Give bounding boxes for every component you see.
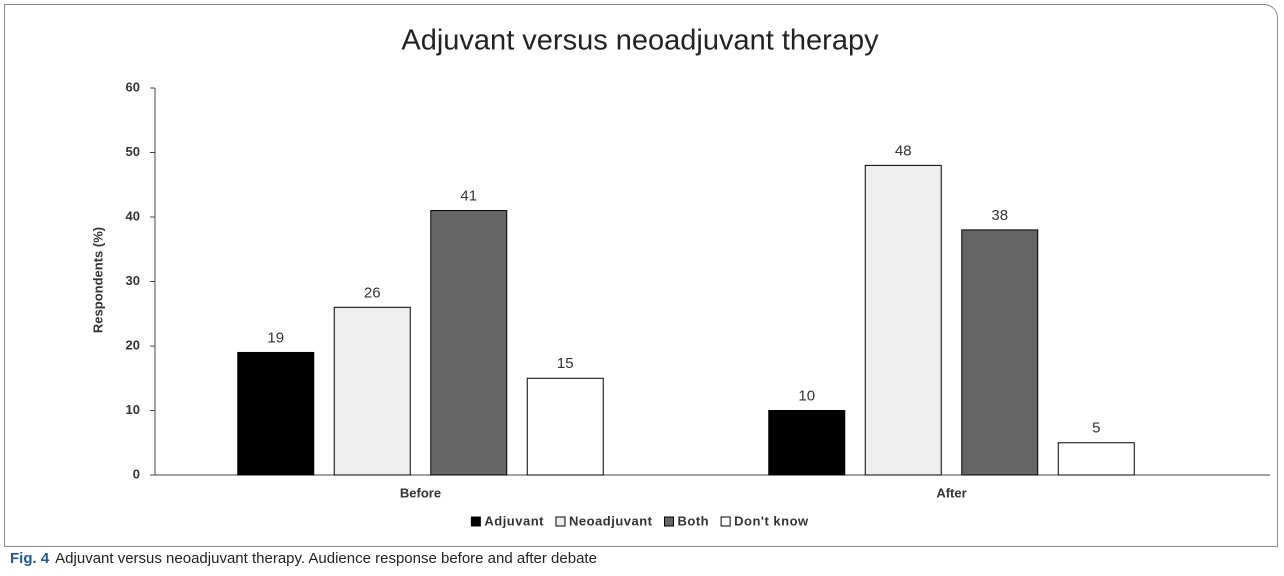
legend-label: Adjuvant xyxy=(484,513,544,528)
y-tick-label: 0 xyxy=(133,466,140,481)
data-label: 48 xyxy=(895,142,912,159)
y-tick-label: 10 xyxy=(126,402,140,417)
legend-label: Don't know xyxy=(734,513,809,528)
y-tick-label: 30 xyxy=(126,273,140,288)
legend-swatch xyxy=(720,516,731,527)
bar xyxy=(430,210,508,476)
y-tick-label: 60 xyxy=(126,79,140,94)
legend-swatch xyxy=(470,516,481,527)
bar xyxy=(768,410,846,476)
legend-label: Neoadjuvant xyxy=(569,513,653,528)
chart: Adjuvant versus neoadjuvant therapy Resp… xyxy=(90,25,1270,528)
data-label: 15 xyxy=(557,355,574,372)
chart-title: Adjuvant versus neoadjuvant therapy xyxy=(401,25,879,57)
bar xyxy=(864,164,942,476)
data-label: 10 xyxy=(798,387,815,404)
bar xyxy=(1057,442,1135,476)
data-label: 41 xyxy=(460,188,477,205)
y-tick-label: 20 xyxy=(126,337,140,352)
bar xyxy=(333,306,411,476)
legend-swatch xyxy=(555,516,566,527)
caption-label: Fig. 4 xyxy=(10,550,50,567)
bar xyxy=(237,351,315,476)
figure-frame xyxy=(4,4,1278,547)
legend-label: Both xyxy=(678,513,710,528)
data-label: 38 xyxy=(991,207,1008,224)
y-tick-label: 50 xyxy=(126,144,140,159)
data-label: 26 xyxy=(364,284,381,301)
caption: Fig. 4 Adjuvant versus neoadjuvant therap… xyxy=(10,550,597,567)
x-tick-label: After xyxy=(936,485,966,500)
data-label: 5 xyxy=(1092,420,1100,437)
bar xyxy=(526,377,604,476)
x-tick-label: Before xyxy=(400,485,441,500)
y-axis-label: Respondents (%) xyxy=(90,227,105,333)
data-label: 19 xyxy=(267,329,284,346)
y-tick-label: 40 xyxy=(126,208,140,223)
bar xyxy=(961,229,1039,476)
legend-swatch xyxy=(664,516,674,527)
caption-text: Adjuvant versus neoadjuvant therapy. Aud… xyxy=(55,550,597,567)
